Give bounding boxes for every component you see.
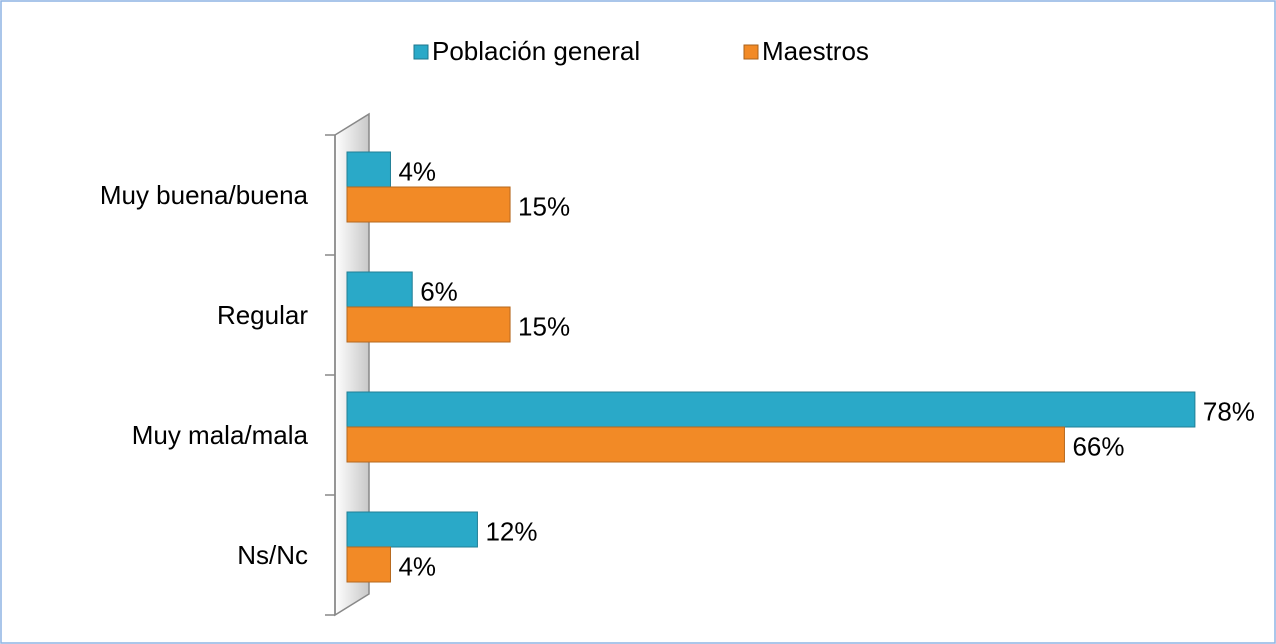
y-tick-label: Muy mala/mala [132,420,309,450]
value-label: 66% [1072,431,1124,461]
value-label: 12% [485,516,537,546]
value-label: 6% [420,276,458,306]
bar [346,511,478,548]
y-tick-label: Muy buena/buena [100,180,309,210]
y-tick-label: Regular [217,300,308,330]
bar [346,426,1065,463]
y-tick-label: Ns/Nc [237,540,308,570]
value-label: 15% [518,191,570,221]
bar [346,271,413,308]
legend-label: Población general [432,36,640,66]
legend-swatch [743,44,759,60]
legend-label: Maestros [762,36,869,66]
bar [346,546,391,583]
value-label: 78% [1203,396,1255,426]
bar [346,186,511,223]
legend-swatch [413,44,429,60]
value-label: 15% [518,311,570,341]
bar [346,306,511,343]
value-label: 4% [398,156,436,186]
value-label: 4% [398,551,436,581]
bar [346,391,1196,428]
bar [346,151,391,188]
